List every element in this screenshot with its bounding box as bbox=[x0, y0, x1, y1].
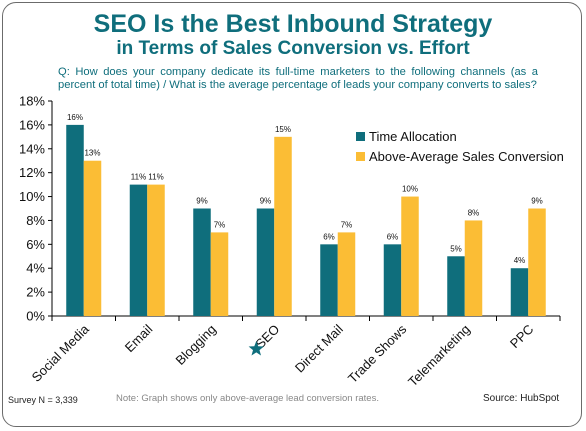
bar-time-allocation bbox=[447, 256, 465, 316]
data-label: 6% bbox=[387, 232, 399, 241]
data-label: 16% bbox=[67, 113, 83, 122]
data-label: 6% bbox=[323, 232, 335, 241]
y-tick-label: 18% bbox=[19, 94, 45, 109]
y-tick-label: 16% bbox=[19, 117, 45, 132]
bar-time-allocation bbox=[129, 184, 148, 316]
legend-label: Above-Average Sales Conversion bbox=[369, 149, 564, 164]
data-label: 7% bbox=[341, 220, 353, 229]
y-tick-label: 4% bbox=[26, 261, 45, 276]
survey-question: Q: How does your company dedicate its fu… bbox=[58, 66, 538, 91]
bar-sales-conversion bbox=[83, 160, 102, 316]
chart-note: Note: Graph shows only above-average lea… bbox=[116, 393, 379, 404]
bar-sales-conversion bbox=[147, 184, 165, 316]
category-label: Direct Mail bbox=[292, 321, 346, 375]
data-label: 8% bbox=[468, 208, 480, 217]
y-tick-label: 12% bbox=[19, 165, 45, 180]
bar-time-allocation bbox=[256, 208, 275, 316]
data-label: 9% bbox=[260, 197, 272, 206]
chart-subtitle: in Terms of Sales Conversion vs. Effort bbox=[116, 38, 470, 59]
legend-label: Time Allocation bbox=[369, 129, 457, 144]
y-tick-label: 8% bbox=[26, 213, 45, 228]
y-tick-label: 14% bbox=[19, 141, 45, 156]
chart-source: Source: HubSpot bbox=[483, 393, 560, 404]
bar-sales-conversion bbox=[337, 232, 356, 316]
bar-time-allocation bbox=[193, 208, 211, 316]
y-tick-label: 2% bbox=[26, 285, 45, 300]
category-label: Blogging bbox=[172, 322, 218, 368]
bar-sales-conversion bbox=[464, 220, 483, 316]
bar-sales-conversion bbox=[210, 232, 229, 316]
category-label: Email bbox=[122, 321, 156, 355]
category-label: Social Media bbox=[29, 321, 93, 385]
star-icon bbox=[248, 341, 264, 356]
legend-swatch bbox=[356, 132, 365, 141]
data-label: 9% bbox=[531, 197, 543, 206]
y-tick-label: 10% bbox=[19, 189, 45, 204]
data-label: 11% bbox=[148, 173, 163, 182]
data-label: 11% bbox=[131, 173, 146, 182]
category-label: Telemarketing bbox=[405, 322, 473, 390]
data-label: 9% bbox=[196, 197, 208, 206]
bar-time-allocation bbox=[320, 244, 338, 316]
bar-sales-conversion bbox=[401, 196, 419, 316]
data-label: 15% bbox=[275, 125, 291, 134]
data-label: 7% bbox=[214, 220, 226, 229]
bar-sales-conversion bbox=[274, 136, 292, 316]
data-label: 13% bbox=[84, 149, 100, 158]
chart-title: SEO Is the Best Inbound Strategy bbox=[93, 10, 493, 38]
bar-time-allocation bbox=[383, 244, 402, 316]
data-label: 5% bbox=[450, 244, 462, 253]
bar-time-allocation bbox=[66, 124, 84, 316]
data-label: 4% bbox=[514, 256, 526, 265]
data-label: 10% bbox=[402, 185, 418, 194]
legend-swatch bbox=[356, 152, 365, 161]
y-tick-label: 6% bbox=[26, 237, 45, 252]
category-label: Trade Shows bbox=[345, 321, 410, 386]
category-label: PPC bbox=[507, 322, 537, 352]
survey-size: Survey N = 3,339 bbox=[8, 395, 78, 405]
bar-sales-conversion bbox=[528, 208, 546, 316]
bar-time-allocation bbox=[510, 268, 529, 316]
y-tick-label: 0% bbox=[26, 309, 45, 324]
